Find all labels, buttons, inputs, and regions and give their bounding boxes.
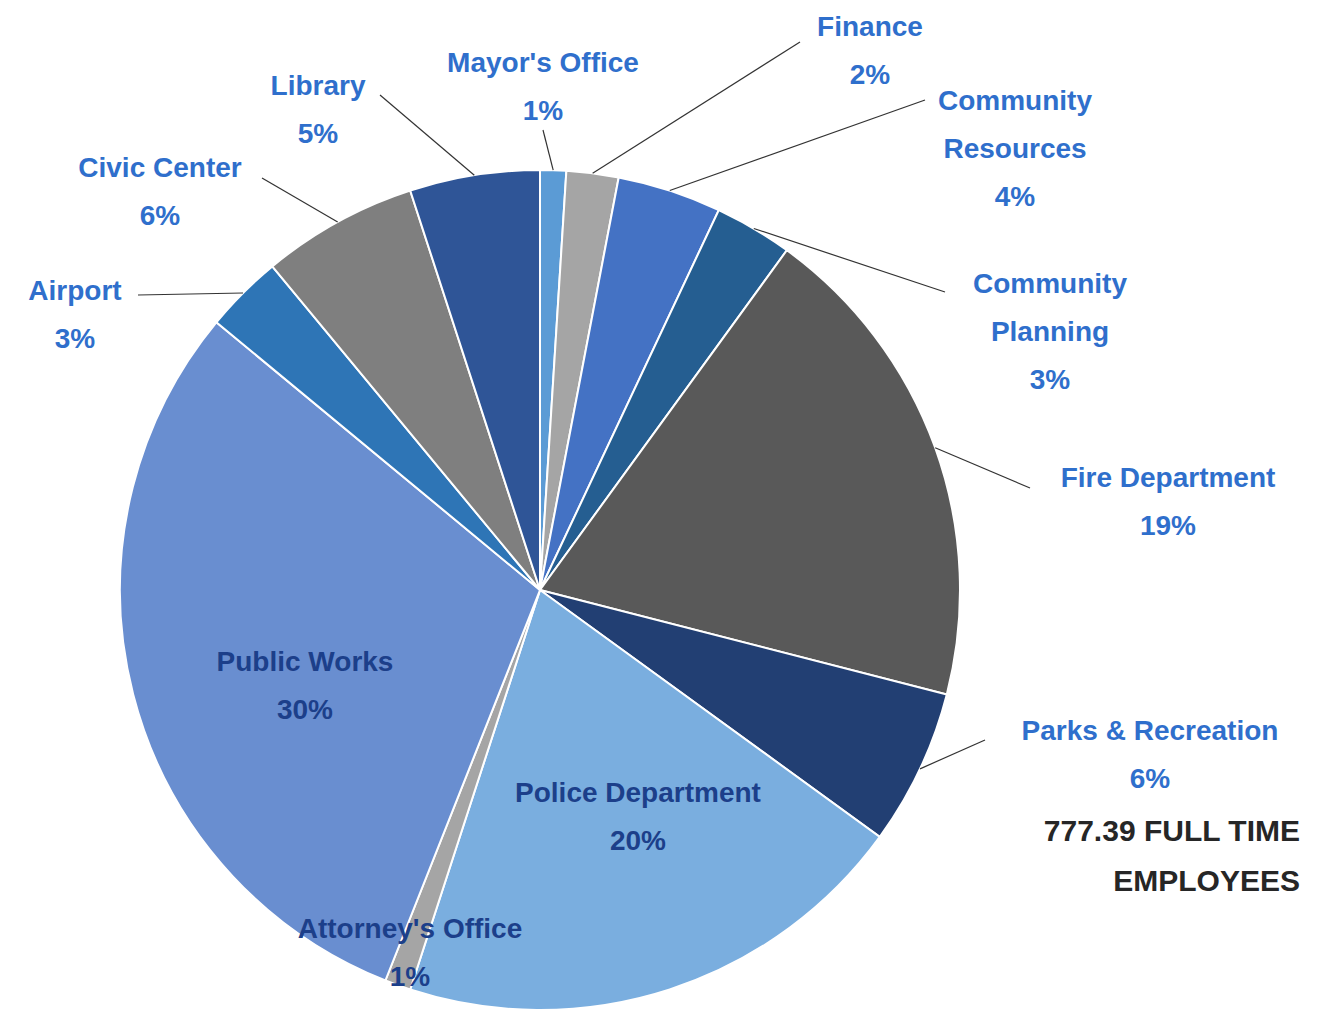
svg-text:Finance: Finance: [817, 11, 923, 42]
svg-text:3%: 3%: [55, 323, 96, 354]
svg-text:EMPLOYEES: EMPLOYEES: [1113, 864, 1300, 897]
svg-text:30%: 30%: [277, 694, 333, 725]
svg-text:Mayor's Office: Mayor's Office: [447, 47, 639, 78]
svg-text:3%: 3%: [1030, 364, 1071, 395]
svg-text:Community: Community: [973, 268, 1127, 299]
svg-text:777.39 FULL TIME: 777.39 FULL TIME: [1044, 814, 1300, 847]
svg-text:Resources: Resources: [943, 133, 1086, 164]
svg-text:5%: 5%: [298, 118, 339, 149]
svg-text:Parks & Recreation: Parks & Recreation: [1022, 715, 1279, 746]
svg-text:Planning: Planning: [991, 316, 1109, 347]
svg-text:1%: 1%: [390, 961, 431, 992]
svg-text:19%: 19%: [1140, 510, 1196, 541]
svg-text:1%: 1%: [523, 95, 564, 126]
svg-text:Community: Community: [938, 85, 1092, 116]
svg-text:Public Works: Public Works: [217, 646, 394, 677]
svg-text:2%: 2%: [850, 59, 891, 90]
svg-text:6%: 6%: [140, 200, 181, 231]
svg-text:Airport: Airport: [28, 275, 121, 306]
svg-text:4%: 4%: [995, 181, 1036, 212]
svg-text:20%: 20%: [610, 825, 666, 856]
svg-text:Police Department: Police Department: [515, 777, 761, 808]
svg-text:6%: 6%: [1130, 763, 1171, 794]
svg-text:Attorney's Office: Attorney's Office: [298, 913, 522, 944]
svg-text:Library: Library: [271, 70, 366, 101]
svg-text:Civic Center: Civic Center: [78, 152, 241, 183]
svg-text:Fire Department: Fire Department: [1061, 462, 1276, 493]
